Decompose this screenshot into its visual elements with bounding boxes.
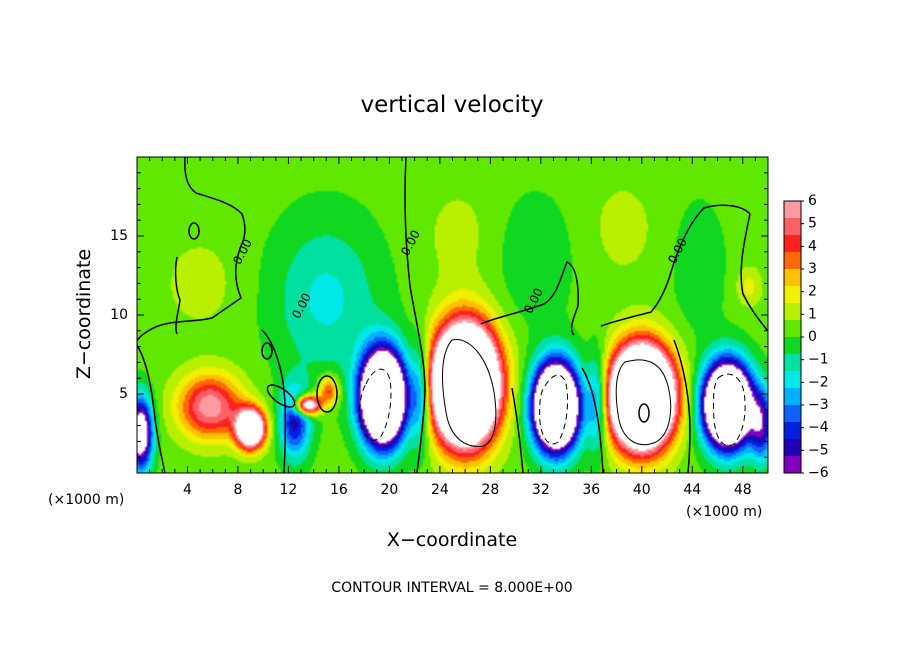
contour-negative-line <box>539 374 569 445</box>
colorbar-tick-label: −3 <box>808 397 829 413</box>
contour-positive-line <box>615 359 672 446</box>
contour-negative-line <box>359 368 392 441</box>
colorbar-tick-label: 1 <box>808 306 817 322</box>
colorbar-swatch <box>784 456 801 474</box>
contour-zero-line <box>581 367 604 473</box>
contour-zero-line <box>261 342 273 360</box>
contour-zero-line <box>404 157 426 473</box>
contour-zero-line <box>316 375 338 413</box>
contour-negative-line <box>713 373 746 447</box>
colorbar-tick-label: −2 <box>808 374 829 390</box>
x-tick-label: 4 <box>183 482 192 498</box>
x-tick-label: 36 <box>582 482 600 498</box>
colorbar-tick-label: −6 <box>808 465 829 481</box>
colorbar-swatch <box>784 388 801 406</box>
x-unit-right: (×1000 m) <box>686 504 762 520</box>
x-unit-left: (×1000 m) <box>48 492 124 508</box>
x-tick-label: 16 <box>330 482 348 498</box>
x-tick-label: 20 <box>380 482 398 498</box>
x-tick-label: 32 <box>532 482 550 498</box>
contour-zero-line <box>174 256 181 335</box>
colorbar-swatch <box>784 354 801 372</box>
colorbar-tick-label: 4 <box>808 238 817 254</box>
colorbar-swatch <box>784 320 801 338</box>
contour-zero-line <box>266 384 296 408</box>
colorbar-swatch <box>784 371 801 389</box>
x-tick-label: 8 <box>233 482 242 498</box>
colorbar-swatch <box>784 201 801 219</box>
y-axis-label: Z−coordinate <box>73 249 95 379</box>
contour-lines <box>137 157 768 473</box>
colorbar-swatch <box>784 303 801 321</box>
contour-interval-note: CONTOUR INTERVAL = 8.000E+00 <box>331 580 572 596</box>
y-tick-label: 10 <box>110 307 128 323</box>
colorbar-tick-label: −1 <box>808 352 829 368</box>
colorbar-swatch <box>784 337 801 355</box>
colorbar-tick-label: −4 <box>808 420 829 436</box>
colorbar-swatch <box>784 439 801 457</box>
contour-zero-line <box>511 387 524 473</box>
x-tick-label: 24 <box>431 482 449 498</box>
colorbar-swatch <box>784 405 801 423</box>
contour-positive-line <box>638 403 650 423</box>
colorbar-swatch <box>784 218 801 236</box>
contour-zero-line <box>600 204 768 331</box>
x-tick-label: 48 <box>734 482 752 498</box>
x-tick-label: 44 <box>683 482 701 498</box>
colorbar-swatch <box>784 252 801 270</box>
axis-ticks <box>137 157 768 473</box>
contour-zero-line <box>261 329 287 473</box>
colorbar-swatch <box>784 235 801 253</box>
y-tick-label: 5 <box>119 386 128 402</box>
colorbar-tick-label: 5 <box>808 216 817 232</box>
colorbar-tick-label: 6 <box>808 193 817 209</box>
colorbar-tick-label: 0 <box>808 329 817 345</box>
contour-zero-line <box>137 344 166 473</box>
plot-area: 0.000.00 0.000.00 0.00 <box>137 157 768 473</box>
contour-zero-line <box>188 222 200 240</box>
x-tick-label: 28 <box>481 482 499 498</box>
colorbar-tick-label: 3 <box>808 261 817 277</box>
y-tick-label: 15 <box>110 228 128 244</box>
colorbar-swatch <box>784 422 801 440</box>
contour-positive-line <box>441 339 497 447</box>
y-axis-tick-labels: 5 10 15 <box>110 228 128 402</box>
x-axis-tick-labels: 4 8 12 16 20 24 28 32 36 40 44 48 <box>183 482 752 498</box>
colorbar: 6 5 4 3 2 1 0 −1 −2 −3 −4 −5 −6 <box>783 193 829 481</box>
colorbar-tick-label: −5 <box>808 442 829 458</box>
colorbar-tick-label: 2 <box>808 284 817 300</box>
colorbar-swatch <box>784 286 801 304</box>
x-axis-label: X−coordinate <box>387 529 517 551</box>
x-tick-label: 12 <box>280 482 298 498</box>
contour-zero-line <box>673 339 691 473</box>
colorbar-swatch <box>784 269 801 287</box>
x-tick-label: 40 <box>633 482 651 498</box>
heatmap-field <box>137 157 768 473</box>
contour-zero-line <box>480 260 579 336</box>
chart-title: vertical velocity <box>361 92 544 118</box>
contour-zero-line <box>137 157 246 342</box>
